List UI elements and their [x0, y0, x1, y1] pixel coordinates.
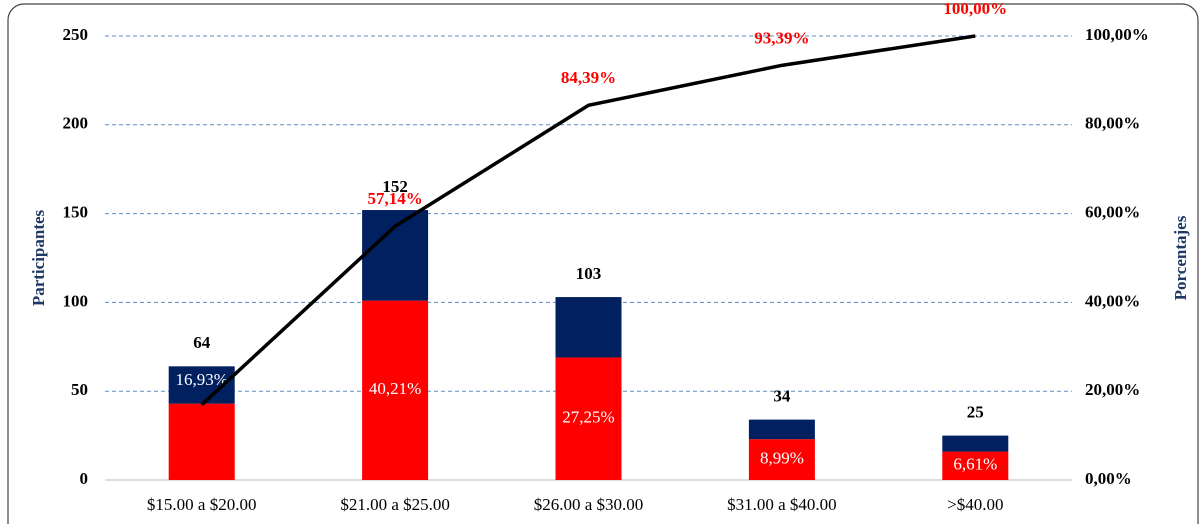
- bar-label: 16,93%: [175, 370, 227, 389]
- bar-segment: [748, 419, 815, 440]
- x-tick-label: >$40.00: [947, 495, 1003, 514]
- bar-label: 27,25%: [562, 408, 614, 427]
- x-tick-label: $26.00 a $30.00: [534, 495, 644, 514]
- bar-segment: [362, 300, 429, 480]
- y2-tick-label: 0,00%: [1085, 469, 1132, 488]
- y2-tick-label: 20,00%: [1085, 380, 1140, 399]
- line-label: 84,39%: [561, 68, 616, 87]
- y2-tick-label: 100,00%: [1085, 25, 1149, 44]
- y2-tick-label: 80,00%: [1085, 114, 1140, 133]
- y2-tick-label: 60,00%: [1085, 203, 1140, 222]
- bar-segment: [168, 403, 235, 480]
- y-tick-label: 200: [63, 114, 89, 133]
- total-label: 25: [967, 403, 984, 422]
- total-label: 34: [773, 387, 791, 406]
- total-label: 152: [382, 177, 408, 196]
- total-label: 64: [193, 333, 211, 352]
- bar-label: 8,99%: [760, 448, 804, 467]
- bar-segment: [942, 451, 1009, 480]
- y-tick-label: 0: [80, 469, 89, 488]
- y-axis-label: Participantes: [29, 209, 48, 306]
- x-tick-label: $31.00 a $40.00: [727, 495, 837, 514]
- bar-label: 40,21%: [369, 379, 421, 398]
- y2-tick-label: 40,00%: [1085, 291, 1140, 310]
- x-tick-label: $15.00 a $20.00: [147, 495, 257, 514]
- bar-segment: [362, 210, 429, 301]
- cumulative-line: [200, 34, 976, 407]
- y-tick-label: 150: [63, 203, 89, 222]
- bar-segment: [942, 435, 1009, 452]
- y2-axis-label: Porcentajes: [1171, 215, 1190, 300]
- bar-segment: [555, 297, 622, 358]
- total-label: 103: [576, 264, 602, 283]
- line-label: 57,14%: [367, 189, 422, 208]
- y-tick-label: 50: [71, 380, 88, 399]
- x-tick-label: $21.00 a $25.00: [340, 495, 450, 514]
- frame: [7, 3, 1199, 529]
- y-tick-label: 250: [63, 25, 89, 44]
- line-label: 93,39%: [754, 28, 809, 47]
- bar-segment: [748, 439, 815, 480]
- y-tick-label: 100: [63, 291, 89, 310]
- bar-segment: [555, 357, 622, 480]
- line-label: 100,00%: [943, 0, 1007, 18]
- bar-label: 6,61%: [953, 455, 997, 474]
